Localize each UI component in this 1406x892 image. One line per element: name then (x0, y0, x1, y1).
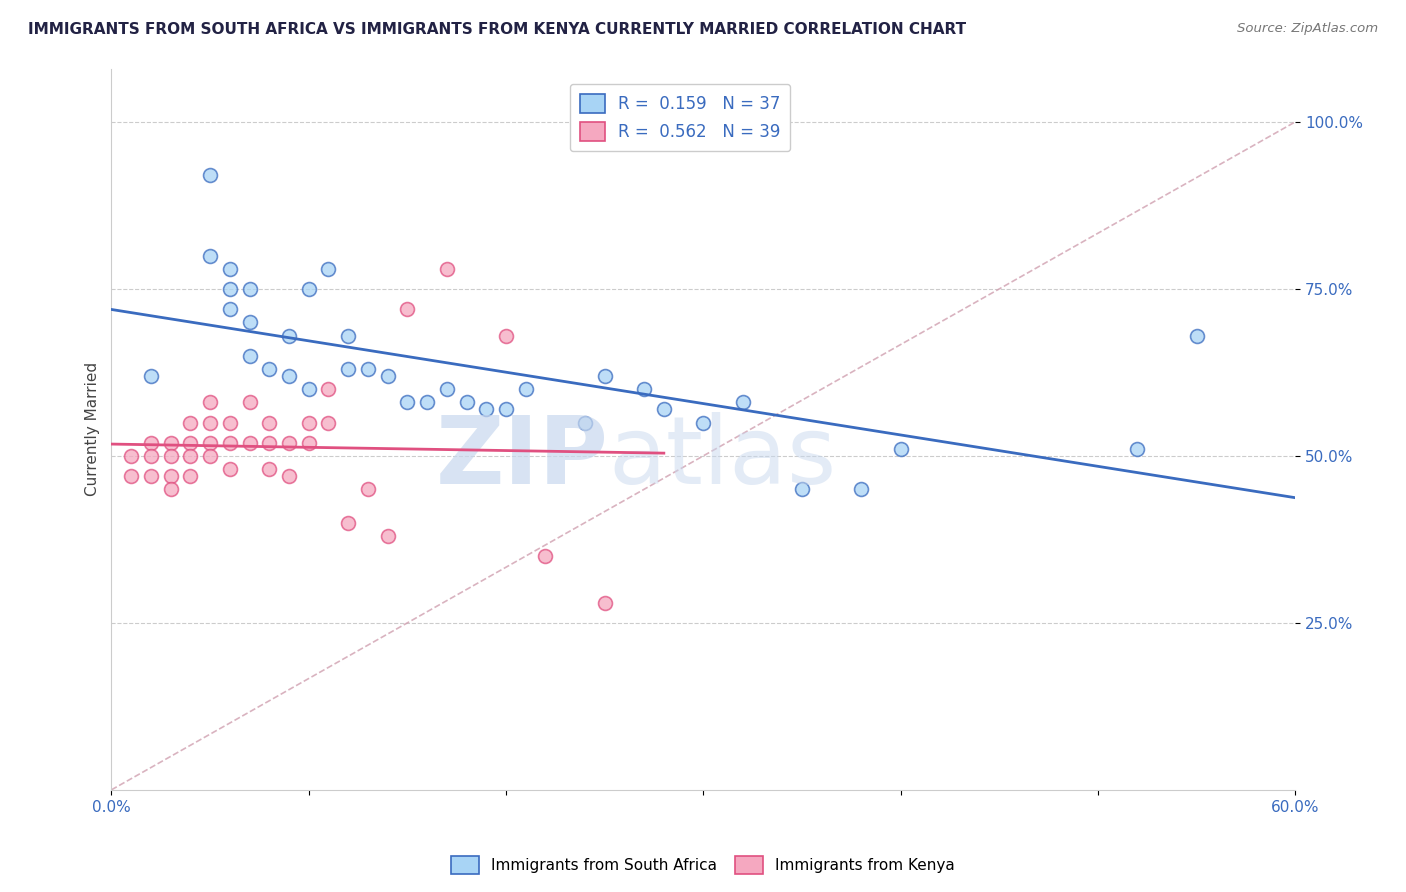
Point (278, 368, 301, 383)
Point (534, 549, 557, 563)
Point (159, 483, 181, 497)
Point (318, 416, 340, 430)
Point (218, 416, 240, 430)
Point (139, 469, 162, 483)
Legend: R =  0.159   N = 37, R =  0.562   N = 39: R = 0.159 N = 37, R = 0.562 N = 39 (569, 84, 790, 151)
Point (159, 469, 181, 483)
Point (198, 395, 221, 409)
Point (198, 169, 221, 183)
Point (257, 416, 280, 430)
Point (357, 362, 380, 376)
Point (179, 449, 201, 463)
Text: atlas: atlas (609, 412, 837, 504)
Legend: Immigrants from South Africa, Immigrants from Kenya: Immigrants from South Africa, Immigrants… (446, 850, 960, 880)
Point (179, 435, 201, 450)
Point (218, 282, 240, 296)
Point (198, 435, 221, 450)
Point (318, 382, 340, 396)
Point (238, 282, 260, 296)
Point (574, 416, 596, 430)
Point (593, 368, 616, 383)
Text: IMMIGRANTS FROM SOUTH AFRICA VS IMMIGRANTS FROM KENYA CURRENTLY MARRIED CORRELAT: IMMIGRANTS FROM SOUTH AFRICA VS IMMIGRAN… (28, 22, 966, 37)
Point (120, 469, 142, 483)
Point (456, 395, 478, 409)
Point (278, 328, 301, 343)
Point (238, 349, 260, 363)
Point (159, 435, 181, 450)
Point (515, 382, 537, 396)
Point (692, 416, 714, 430)
Point (495, 402, 517, 417)
Point (298, 382, 321, 396)
Point (731, 395, 754, 409)
Point (139, 368, 162, 383)
Point (198, 248, 221, 262)
Point (298, 435, 321, 450)
Point (337, 328, 360, 343)
Point (139, 449, 162, 463)
Point (377, 529, 399, 543)
Point (198, 416, 221, 430)
Point (377, 368, 399, 383)
Point (257, 435, 280, 450)
Point (396, 301, 419, 316)
Point (238, 435, 260, 450)
Point (218, 435, 240, 450)
Point (1185, 328, 1208, 343)
Point (790, 483, 813, 497)
Point (396, 395, 419, 409)
Point (593, 596, 616, 610)
Point (139, 435, 162, 450)
Point (179, 469, 201, 483)
Point (436, 382, 458, 396)
Point (890, 442, 912, 457)
Point (257, 462, 280, 476)
Point (318, 261, 340, 276)
Point (159, 449, 181, 463)
Text: ZIP: ZIP (436, 412, 609, 504)
Point (495, 328, 517, 343)
Point (1126, 442, 1149, 457)
Point (633, 382, 655, 396)
Point (179, 416, 201, 430)
Point (337, 516, 360, 530)
Point (218, 462, 240, 476)
Point (337, 362, 360, 376)
Point (298, 282, 321, 296)
Point (849, 483, 872, 497)
Point (238, 395, 260, 409)
Y-axis label: Currently Married: Currently Married (86, 362, 100, 496)
Point (218, 301, 240, 316)
Point (416, 395, 439, 409)
Point (278, 435, 301, 450)
Point (257, 362, 280, 376)
Point (198, 449, 221, 463)
Point (278, 469, 301, 483)
Point (238, 315, 260, 329)
Point (475, 402, 498, 417)
Point (436, 261, 458, 276)
Point (652, 402, 675, 417)
Point (298, 416, 321, 430)
Point (357, 483, 380, 497)
Point (120, 449, 142, 463)
Text: Source: ZipAtlas.com: Source: ZipAtlas.com (1237, 22, 1378, 36)
Point (218, 261, 240, 276)
